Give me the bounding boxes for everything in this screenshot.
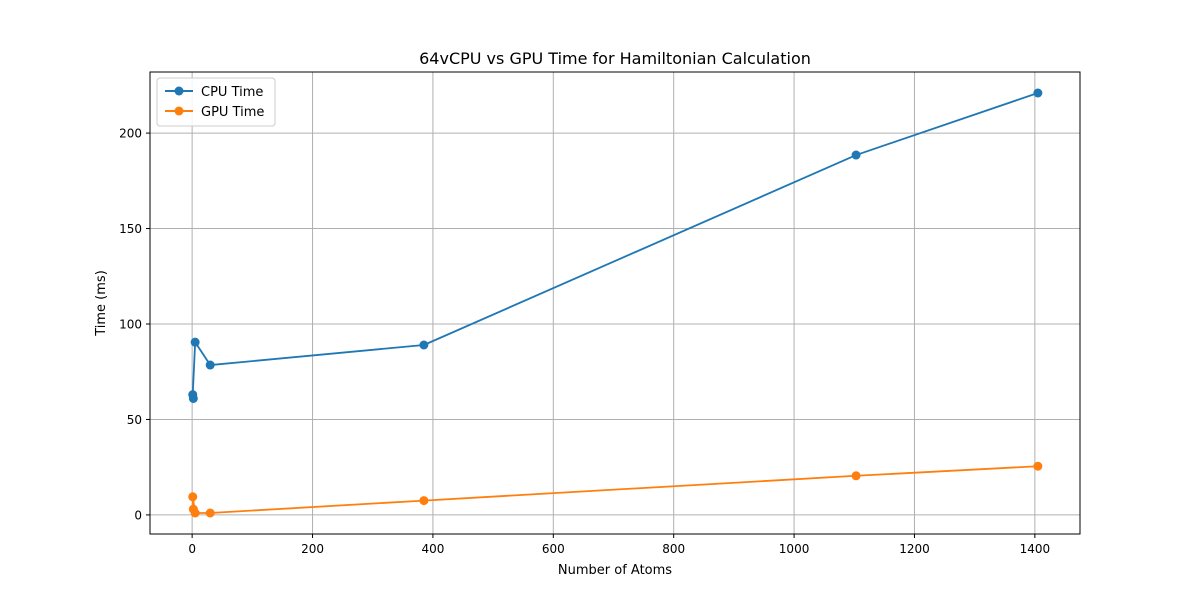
y-tick-label: 0: [134, 508, 142, 522]
grid: [150, 72, 1080, 534]
x-tick-label: 1000: [779, 542, 810, 556]
x-tick-label: 1200: [899, 542, 930, 556]
legend-label-cpu: CPU Time: [201, 85, 263, 100]
gpu-time-point: [419, 496, 429, 506]
y-tick-label: 50: [127, 413, 142, 427]
gpu-time-point: [205, 508, 215, 518]
x-axis-label: Number of Atoms: [558, 563, 672, 578]
cpu-time-point: [190, 337, 200, 347]
cpu-time-point: [419, 340, 429, 350]
cpu-time-point: [1033, 88, 1043, 98]
axes-frame: [149, 71, 1081, 535]
axis-ticks: 0 200 400 600 800 1000 1200 1400 0 50 100 150 200: [119, 127, 1050, 556]
y-axis-label: Time (ms): [94, 270, 109, 337]
y-tick-label: 150: [119, 222, 142, 236]
x-tick-label: 200: [301, 542, 324, 556]
chart-title: 64vCPU vs GPU Time for Hamiltonian Calcu…: [419, 49, 811, 68]
cpu-time-point: [188, 390, 198, 400]
legend: CPU Time GPU Time: [156, 77, 276, 127]
gpu-time-point: [1033, 461, 1043, 471]
cpu-time-point: [851, 150, 861, 160]
legend-marker-gpu: [174, 106, 184, 116]
legend-label-gpu: GPU Time: [201, 105, 264, 120]
y-tick-label: 100: [119, 318, 142, 332]
y-tick-label: 200: [119, 127, 142, 141]
x-tick-label: 600: [542, 542, 565, 556]
legend-marker-cpu: [174, 86, 184, 96]
gpu-time-point: [188, 492, 198, 502]
series-layer: [188, 88, 1043, 518]
gpu-time-point: [190, 508, 200, 518]
x-tick-label: 0: [188, 542, 196, 556]
cpu-time-point: [205, 360, 215, 370]
x-tick-label: 400: [421, 542, 444, 556]
gpu-time-point: [851, 471, 861, 481]
x-tick-label: 800: [662, 542, 685, 556]
x-tick-label: 1400: [1020, 542, 1051, 556]
